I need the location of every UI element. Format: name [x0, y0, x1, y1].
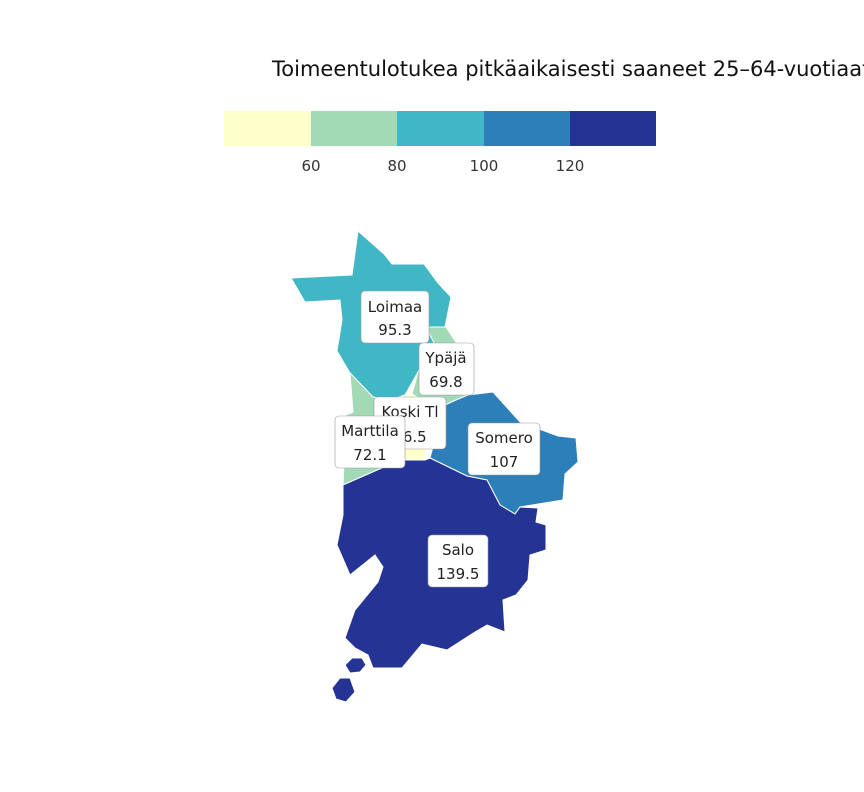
region-salo-island	[344, 657, 367, 674]
label-loimaa-value: 95.3	[378, 321, 411, 339]
label-loimaa-name: Loimaa	[368, 298, 422, 316]
region-labels: Loimaa 95.3 Ypäjä 69.8 Koski Tl 56.5 Mar…	[334, 290, 541, 588]
label-ypaja-name: Ypäjä	[424, 349, 466, 367]
label-salo-value: 139.5	[437, 565, 480, 583]
label-ypaja-value: 69.8	[429, 373, 462, 391]
label-somero: Somero 107	[467, 422, 541, 476]
label-marttila: Marttila 72.1	[334, 415, 406, 469]
map-title: Toimeentulotukea pitkäaikaisesti saaneet…	[271, 57, 864, 81]
label-marttila-name: Marttila	[341, 422, 399, 440]
region-salo-island	[331, 677, 356, 703]
legend-swatch-5	[570, 111, 656, 146]
legend-swatch-3	[397, 111, 484, 146]
legend-swatch-1	[224, 111, 311, 146]
legend-tick-100: 100	[470, 157, 499, 175]
legend-tick-80: 80	[387, 157, 406, 175]
color-legend: 60 80 100 120	[224, 111, 656, 175]
label-somero-name: Somero	[475, 429, 533, 447]
legend-swatch-2	[311, 111, 397, 146]
label-marttila-value: 72.1	[353, 446, 386, 464]
label-salo: Salo 139.5	[427, 534, 489, 588]
label-ypaja: Ypäjä 69.8	[418, 342, 475, 396]
label-loimaa: Loimaa 95.3	[360, 290, 430, 344]
legend-swatch-4	[484, 111, 570, 146]
legend-tick-60: 60	[301, 157, 320, 175]
label-salo-name: Salo	[442, 541, 474, 559]
label-somero-value: 107	[490, 453, 519, 471]
legend-tick-120: 120	[556, 157, 585, 175]
